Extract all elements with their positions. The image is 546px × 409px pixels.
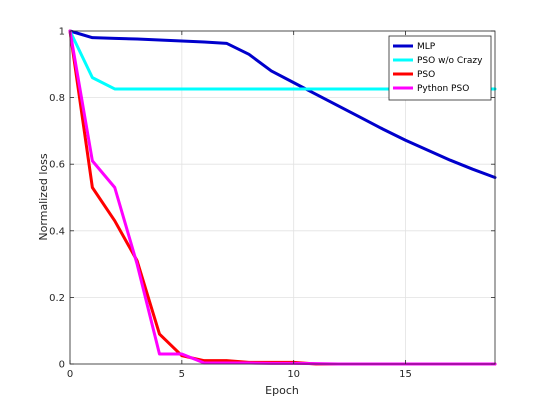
y-tick-label: 1 bbox=[59, 27, 65, 38]
legend-entry-label: Python PSO bbox=[417, 84, 469, 94]
x-axis-label: Epoch bbox=[265, 384, 299, 397]
plot-frame bbox=[69, 30, 496, 365]
y-tick-label: 0.8 bbox=[49, 93, 65, 104]
x-tick-label: 0 bbox=[67, 369, 73, 380]
legend-entry-label: PSO w/o Crazy bbox=[417, 56, 483, 66]
legend-entry-label: PSO bbox=[417, 70, 435, 80]
legend: MLP PSO w/o Crazy PSO Python PSO bbox=[388, 35, 492, 101]
y-axis-label: Normalized loss bbox=[37, 153, 50, 240]
y-tick-label: 0.6 bbox=[49, 160, 65, 171]
axis-ticks: 0 5 10 15 0 0.2 0.4 0.6 0.8 1 bbox=[49, 27, 495, 380]
legend-entry-label: MLP bbox=[417, 42, 436, 52]
y-tick-label: 0.4 bbox=[49, 226, 65, 237]
x-tick-label: 15 bbox=[399, 369, 412, 380]
x-tick-label: 10 bbox=[287, 369, 300, 380]
y-tick-label: 0 bbox=[59, 360, 65, 371]
series-line-mlp bbox=[68, 29, 497, 180]
x-tick-label: 5 bbox=[179, 369, 185, 380]
y-tick-label: 0.2 bbox=[49, 293, 65, 304]
